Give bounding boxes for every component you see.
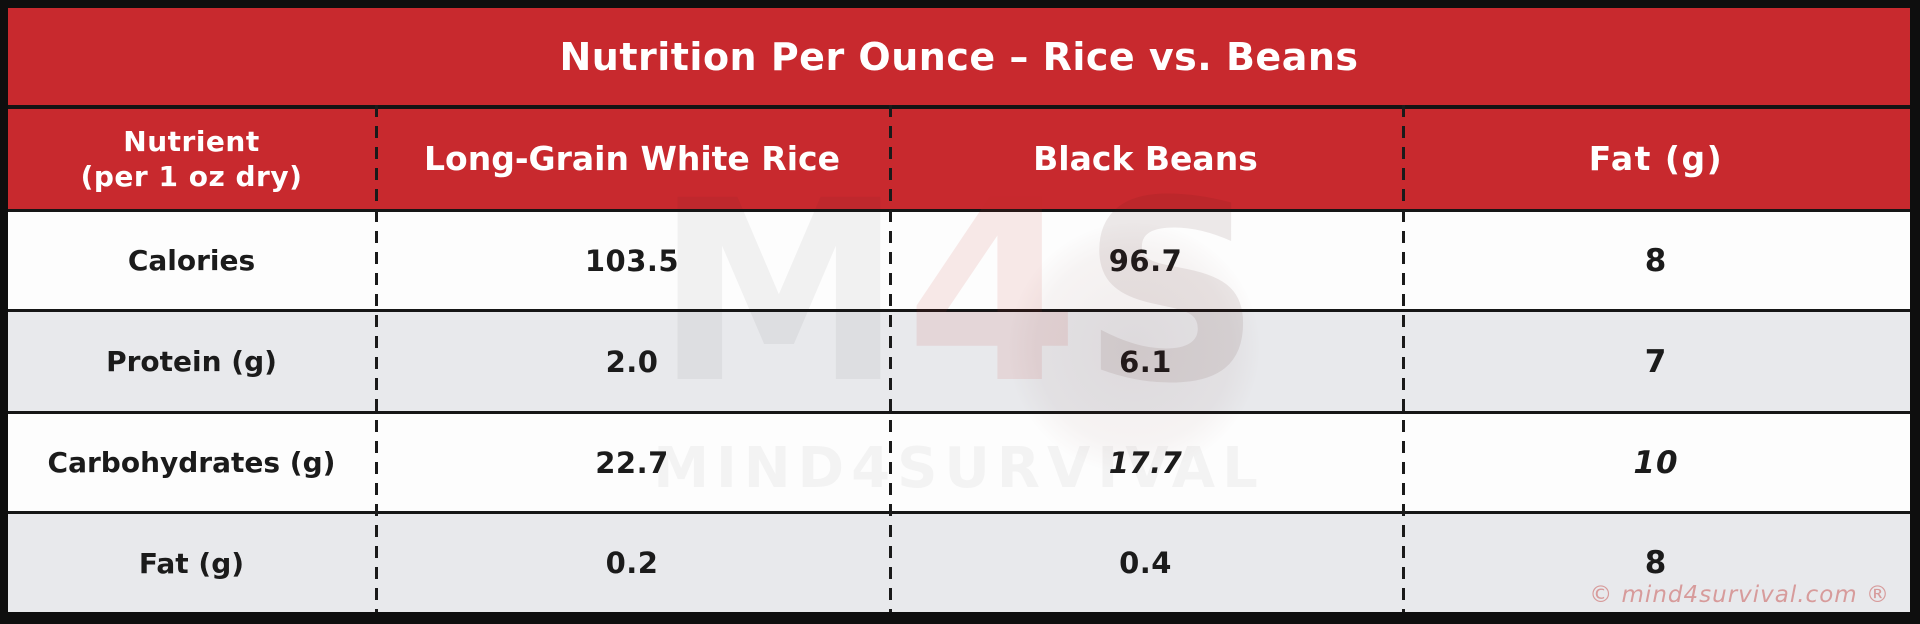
header-cell-nutrient: Nutrient (per 1 oz dry) <box>8 109 375 209</box>
table-row-carbohydrates: Carbohydrates (g) 22.7 17.7 10 <box>8 411 1910 511</box>
cell-value: 8 <box>1644 545 1668 581</box>
row-label: Protein (g) <box>106 345 277 378</box>
cell-value: 8 <box>1644 242 1668 279</box>
cell-value: 0.2 <box>605 546 659 580</box>
cell-value: 7 <box>1644 343 1668 380</box>
row-label: Carbohydrates (g) <box>47 446 336 479</box>
row-label: Fat (g) <box>138 546 245 580</box>
header-nutrient-line1: Nutrient <box>123 125 260 158</box>
table-title-bar: Nutrition Per Ounce – Rice vs. Beans <box>8 8 1910 105</box>
cell-value: 96.7 <box>1108 243 1183 278</box>
header-cell-fat: Fat (g) <box>1588 139 1724 179</box>
header-nutrient-line2: (per 1 oz dry) <box>80 160 303 193</box>
table-row-protein: Protein (g) 2.0 6.1 7 <box>8 309 1910 411</box>
header-cell-black-beans: Black Beans <box>1033 139 1258 179</box>
table-row-calories: Calories 103.5 96.7 8 <box>8 209 1910 309</box>
cell-value: 0.4 <box>1119 546 1172 580</box>
row-label: Calories <box>127 244 256 277</box>
table-header-row: Nutrient (per 1 oz dry) Long-Grain White… <box>8 105 1910 209</box>
cell-value: 22.7 <box>595 445 669 480</box>
cell-value: 6.1 <box>1119 344 1172 379</box>
header-cell-rice: Long-Grain White Rice <box>424 139 840 179</box>
cell-value: 10 <box>1633 444 1679 481</box>
copyright-text: © mind4survival.com ® <box>1589 582 1890 608</box>
table-row-fat: Fat (g) 0.2 0.4 8 <box>8 511 1910 612</box>
table-title: Nutrition Per Ounce – Rice vs. Beans <box>559 34 1359 79</box>
cell-value: 2.0 <box>605 344 659 379</box>
cell-value: 17.7 <box>1108 445 1183 480</box>
cell-value: 103.5 <box>584 243 680 278</box>
